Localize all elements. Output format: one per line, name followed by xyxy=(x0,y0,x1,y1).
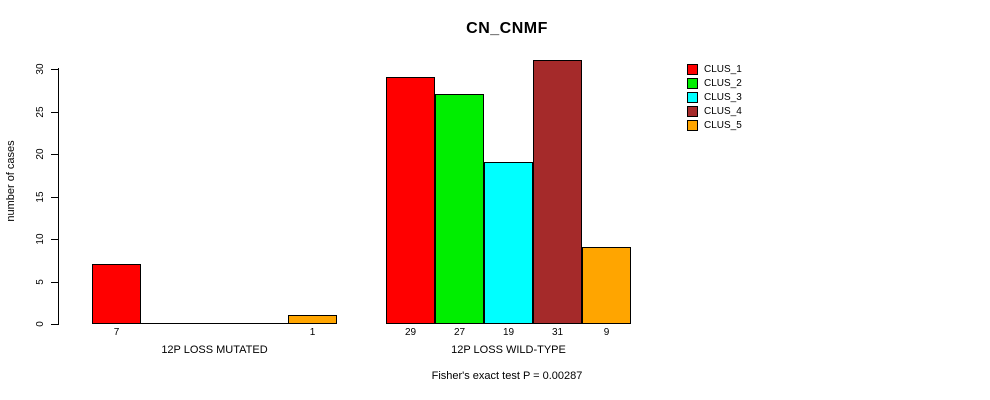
legend-item: CLUS_1 xyxy=(687,62,742,76)
legend-swatch-clus_2 xyxy=(687,77,698,89)
y-tick xyxy=(51,197,58,198)
bar-clus_5-1 xyxy=(288,315,337,324)
bar-clus_2-2 xyxy=(435,94,484,324)
legend-item: CLUS_4 xyxy=(687,104,742,118)
legend-item: CLUS_5 xyxy=(687,118,742,132)
chart-title: CN_CNMF xyxy=(466,20,548,37)
legend-label: CLUS_1 xyxy=(704,63,742,75)
legend-swatch-clus_3 xyxy=(687,91,698,103)
legend-swatch-clus_4 xyxy=(687,105,698,117)
bar-value-label: 31 xyxy=(551,327,564,338)
y-tick xyxy=(51,112,58,113)
bar-clus_3-1 xyxy=(190,323,239,324)
bar-clus_4-1 xyxy=(239,323,288,324)
group-label: 12P LOSS WILD-TYPE xyxy=(451,344,566,356)
bar-clus_1-1 xyxy=(92,264,141,324)
y-tick xyxy=(51,69,58,70)
y-tick xyxy=(51,282,58,283)
legend-swatch-clus_5 xyxy=(687,119,698,131)
bar-value-label: 27 xyxy=(453,327,466,338)
group-label: 12P LOSS MUTATED xyxy=(161,344,268,356)
bar-value-label: 29 xyxy=(404,327,417,338)
legend-item: CLUS_3 xyxy=(687,90,742,104)
bar-clus_1-2 xyxy=(386,77,435,324)
legend-label: CLUS_5 xyxy=(704,119,742,131)
legend-swatch-clus_1 xyxy=(687,63,698,75)
y-tick xyxy=(51,154,58,155)
y-axis-line xyxy=(58,68,59,325)
fisher-test-annotation: Fisher's exact test P = 0.00287 xyxy=(431,370,583,382)
legend-item: CLUS_2 xyxy=(687,76,742,90)
bar-clus_3-2 xyxy=(484,162,533,324)
bar-clus_2-1 xyxy=(141,323,190,324)
legend-label: CLUS_3 xyxy=(704,91,742,103)
bar-value-label: 19 xyxy=(502,327,515,338)
y-tick xyxy=(51,239,58,240)
bar-clus_5-2 xyxy=(582,247,631,324)
legend-label: CLUS_4 xyxy=(704,105,742,117)
bar-clus_4-2 xyxy=(533,60,582,324)
legend: CLUS_1 CLUS_2 CLUS_3 CLUS_4 CLUS_5 xyxy=(687,62,742,132)
bar-value-label: 7 xyxy=(113,327,120,338)
legend-label: CLUS_2 xyxy=(704,77,742,89)
bar-value-label: 1 xyxy=(309,327,316,338)
bar-value-label: 9 xyxy=(603,327,610,338)
y-tick xyxy=(51,324,58,325)
